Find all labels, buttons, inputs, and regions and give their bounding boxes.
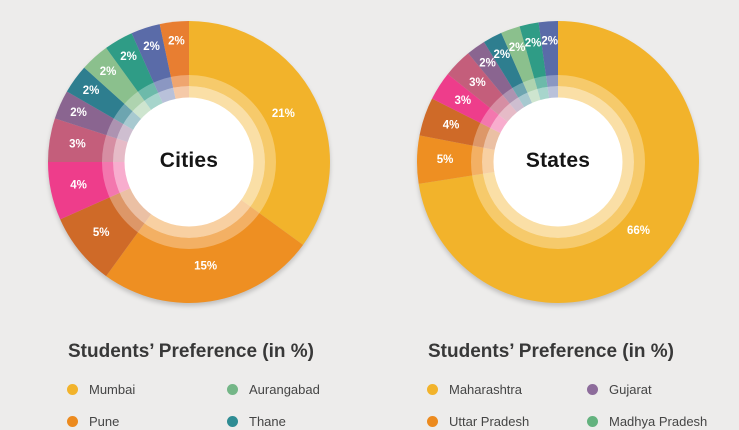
slice-value-label: 2% bbox=[541, 35, 558, 47]
inner-fade-ring-2 bbox=[471, 75, 645, 249]
legend-color-dot bbox=[427, 383, 438, 395]
legend-item: Madhya Pradesh bbox=[587, 412, 707, 430]
legend-item: Mumbai bbox=[67, 380, 227, 398]
slice-value-label: 2% bbox=[120, 51, 137, 63]
slice-value-label: 3% bbox=[454, 95, 471, 107]
legend-label: Mumbai bbox=[89, 381, 136, 397]
inner-fade-ring bbox=[113, 86, 265, 238]
legend-color-dot bbox=[67, 415, 78, 427]
donut-hole bbox=[493, 97, 623, 227]
legend-item: Thane bbox=[227, 412, 320, 430]
legend-label: Thane bbox=[249, 413, 286, 429]
slice-value-label: 5% bbox=[437, 154, 454, 166]
slice-value-label: 66% bbox=[627, 225, 650, 237]
legend-item: Maharashtra bbox=[427, 380, 587, 398]
legend-label: Uttar Pradesh bbox=[449, 413, 530, 429]
slice-value-label: 4% bbox=[443, 120, 460, 132]
slice-value-label: 2% bbox=[479, 58, 496, 70]
section-title: Students’ Preference (in %) bbox=[428, 341, 675, 362]
slice-value-label: 2% bbox=[168, 36, 185, 48]
slice-value-label: 2% bbox=[525, 38, 542, 50]
slice-value-label: 2% bbox=[493, 49, 510, 61]
slice-value-label: 3% bbox=[469, 77, 486, 89]
legend-color-dot bbox=[227, 383, 238, 395]
legend-item: Gujarat bbox=[587, 380, 707, 398]
slice-value-label: 21% bbox=[272, 108, 295, 120]
legend-item: Pune bbox=[67, 412, 227, 430]
slice-value-label: 3% bbox=[69, 138, 86, 150]
section-title: Students’ Preference (in %) bbox=[68, 341, 315, 362]
legend-color-dot bbox=[587, 415, 598, 427]
legend-color-dot bbox=[227, 415, 238, 427]
legend-color-dot bbox=[587, 383, 598, 395]
inner-fade-ring-2 bbox=[102, 75, 276, 249]
slice-value-label: 4% bbox=[70, 180, 87, 192]
legend-label: Madhya Pradesh bbox=[609, 413, 708, 429]
slice-value-label: 2% bbox=[143, 41, 160, 53]
cities-panel: 21% 15% 5% 4% 3% 2% 2% 2% 2% 2% 2% Cities Students… bbox=[0, 0, 370, 430]
legend-label: Aurangabad bbox=[249, 381, 320, 397]
legend-item: Uttar Pradesh bbox=[427, 412, 587, 430]
legend: Maharashtra Gujarat Uttar Pradesh Madhya… bbox=[427, 380, 707, 430]
chart-center-label: States bbox=[525, 149, 591, 172]
states-donut-chart: 66%5%4%3%3%2%2%2% 2% 2% bbox=[416, 20, 700, 303]
slice-value-label: 2% bbox=[100, 66, 117, 78]
states-panel: 66% 5% 4% 3% 3% 2% 2% 2% 2% 2% States Students’ P… bbox=[369, 0, 739, 430]
legend-label: Maharashtra bbox=[449, 381, 522, 397]
slice-value-label: 2% bbox=[70, 107, 87, 119]
slice-value-label: 15% bbox=[194, 261, 217, 273]
pie-slice bbox=[189, 21, 331, 245]
slice-value-label: 5% bbox=[93, 227, 110, 239]
legend-label: Pune bbox=[89, 413, 120, 429]
legend-color-dot bbox=[67, 383, 78, 395]
legend-color-dot bbox=[427, 415, 438, 427]
chart-center-label: Cities bbox=[159, 149, 219, 172]
slice-value-label: 2% bbox=[83, 85, 100, 97]
legend: Mumbai Aurangabad Pune Thane bbox=[67, 380, 320, 430]
inner-fade-ring bbox=[482, 86, 634, 238]
legend-label: Gujarat bbox=[609, 381, 652, 397]
cities-donut-chart: 21%15%5%4%3%2%2%2%2%2% 2% bbox=[48, 21, 331, 304]
donut-hole bbox=[124, 97, 254, 227]
legend-item: Aurangabad bbox=[227, 380, 320, 398]
slice-value-label: 2% bbox=[509, 42, 526, 54]
